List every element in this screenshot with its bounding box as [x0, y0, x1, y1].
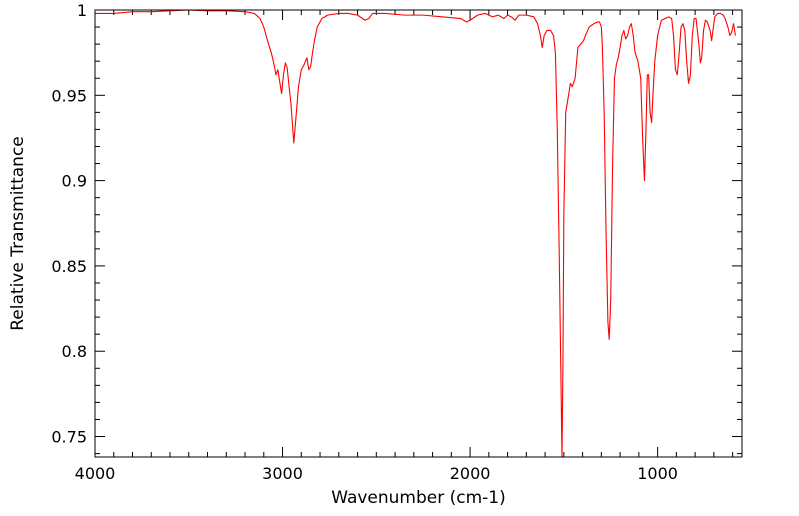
- y-tick-label: 0.95: [51, 86, 87, 105]
- x-tick-label: 1000: [637, 464, 678, 483]
- transmittance-line: [95, 9, 736, 458]
- x-tick-label: 3000: [262, 464, 303, 483]
- x-tick-label: 4000: [75, 464, 116, 483]
- y-tick-label: 0.9: [62, 172, 87, 191]
- y-tick-label: 0.75: [51, 428, 87, 447]
- tick-labels: 4000 3000 2000 1000 1 0.95 0.9 0.85 0.8 0.75: [51, 1, 678, 483]
- y-axis-title: Relative Transmittance: [8, 136, 28, 331]
- y-tick-label: 1: [77, 1, 87, 20]
- x-tick-label: 2000: [450, 464, 491, 483]
- y-tick-label: 0.8: [62, 342, 87, 361]
- tick-marks: [94, 9, 742, 457]
- y-tick-label: 0.85: [51, 257, 87, 276]
- x-axis-title: Wavenumber (cm-1): [331, 488, 506, 508]
- plot-frame: [94, 9, 743, 458]
